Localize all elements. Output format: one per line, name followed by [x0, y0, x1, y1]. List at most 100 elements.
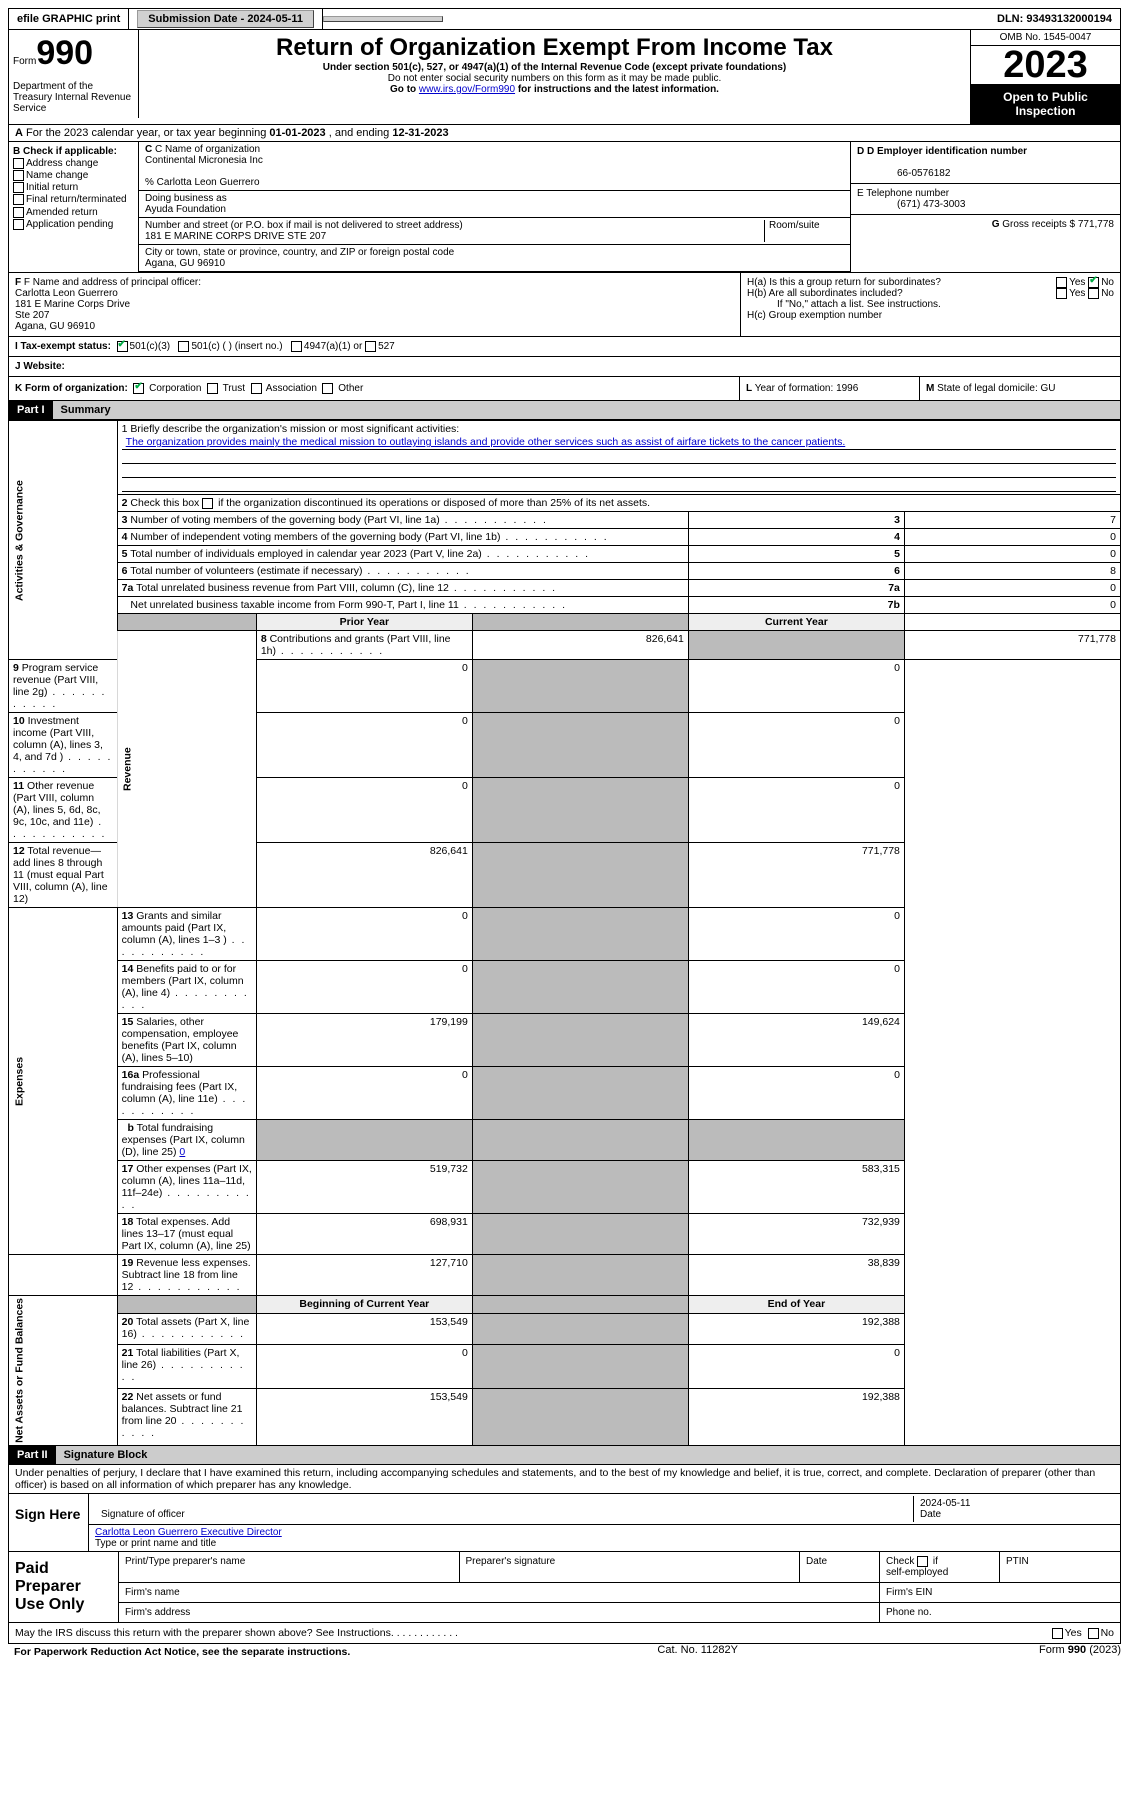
part1-header: Part I Summary: [8, 401, 1121, 420]
l19c: 38,839: [688, 1255, 904, 1296]
l19p: 127,710: [256, 1255, 472, 1296]
ha-no[interactable]: [1088, 277, 1099, 288]
l14c: 0: [688, 961, 904, 1014]
hb-yes[interactable]: [1056, 288, 1067, 299]
officer-row: F F Name and address of principal office…: [8, 273, 1121, 337]
prep-sig-label: Preparer's signature: [460, 1552, 801, 1582]
part1-num: Part I: [9, 401, 53, 419]
line7b-label: Net unrelated business taxable income fr…: [117, 597, 688, 614]
open-public-label: Open to Public Inspection: [971, 84, 1120, 124]
l22b: 153,549: [256, 1389, 472, 1446]
cb-527[interactable]: [365, 341, 376, 352]
cb-501c[interactable]: [178, 341, 189, 352]
cb-4947[interactable]: [291, 341, 302, 352]
cb-trust[interactable]: [207, 383, 218, 394]
line6-label: 6 Total number of volunteers (estimate i…: [117, 563, 688, 580]
section-h: H(a) Is this a group return for subordin…: [740, 273, 1120, 336]
paperwork-notice: For Paperwork Reduction Act Notice, see …: [8, 1644, 356, 1660]
l10p: 0: [256, 713, 472, 778]
col-end: End of Year: [688, 1296, 904, 1314]
org-name: Continental Micronesia Inc: [145, 155, 263, 166]
hc-label: H(c) Group exemption number: [747, 310, 1114, 321]
dln-label: DLN: 93493132000194: [989, 9, 1120, 29]
discuss-row: May the IRS discuss this return with the…: [8, 1623, 1121, 1644]
line7a-val: 0: [904, 580, 1120, 597]
col-prior: Prior Year: [256, 614, 472, 631]
officer-city: Agana, GU 96910: [15, 321, 95, 332]
l13p: 0: [256, 908, 472, 961]
l14p: 0: [256, 961, 472, 1014]
section-b: B Check if applicable: Address change Na…: [9, 142, 139, 272]
blank-button[interactable]: [323, 16, 443, 22]
l15p: 179,199: [256, 1014, 472, 1067]
line10-label: 10 Investment income (Part VIII, column …: [9, 713, 118, 778]
cb-self-employed[interactable]: [917, 1556, 928, 1567]
l18c: 732,939: [688, 1214, 904, 1255]
cb-amended[interactable]: Amended return: [13, 207, 134, 218]
line4-val: 0: [904, 529, 1120, 546]
cb-name-change[interactable]: Name change: [13, 170, 134, 181]
addr-value: 181 E MARINE CORPS DRIVE STE 207: [145, 231, 326, 242]
form-subtitle: Under section 501(c), 527, or 4947(a)(1)…: [147, 62, 962, 73]
line3-val: 7: [904, 512, 1120, 529]
cb-other[interactable]: [322, 383, 333, 394]
officer-addr2: Ste 207: [15, 310, 49, 321]
paid-preparer-block: Paid Preparer Use Only Print/Type prepar…: [8, 1552, 1121, 1623]
submission-date-button[interactable]: Submission Date - 2024-05-11: [137, 10, 314, 28]
l17p: 519,732: [256, 1161, 472, 1214]
page-footer: For Paperwork Reduction Act Notice, see …: [8, 1644, 1121, 1660]
sign-date: 2024-05-11: [920, 1498, 970, 1509]
cb-final-return[interactable]: Final return/terminated: [13, 194, 134, 205]
line5-label: 5 Total number of individuals employed i…: [117, 546, 688, 563]
tax-exempt-label: I Tax-exempt status:: [15, 341, 111, 352]
line19-label: 19 Revenue less expenses. Subtract line …: [117, 1255, 256, 1296]
city-value: Agana, GU 96910: [145, 258, 225, 269]
line15-label: 15 Salaries, other compensation, employe…: [117, 1014, 256, 1067]
goto-prefix: Go to: [390, 84, 419, 95]
vtab-revenue: Revenue: [117, 631, 256, 908]
sign-name-label: Type or print name and title: [95, 1538, 216, 1549]
cb-discontinued[interactable]: [202, 498, 213, 509]
cb-corp[interactable]: [133, 383, 144, 394]
col-begin: Beginning of Current Year: [256, 1296, 472, 1314]
l22e: 192,388: [688, 1389, 904, 1446]
cb-app-pending[interactable]: Application pending: [13, 219, 134, 230]
section-k: K Form of organization: Corporation Trus…: [9, 377, 740, 400]
section-d: D D Employer identification number 66-05…: [851, 142, 1120, 184]
discuss-no[interactable]: [1088, 1628, 1099, 1639]
ha-label: H(a) Is this a group return for subordin…: [747, 277, 941, 288]
website-label: J Website:: [15, 361, 65, 372]
part2-num: Part II: [9, 1446, 56, 1464]
cb-address-change[interactable]: Address change: [13, 158, 134, 169]
form-rev: Form 990 (2023): [1039, 1644, 1121, 1660]
ein-value: 66-0576182: [857, 168, 950, 179]
irs-link[interactable]: www.irs.gov/Form990: [419, 84, 515, 95]
officer-addr1: 181 E Marine Corps Drive: [15, 299, 130, 310]
officer-sig-label: Signature of officer: [101, 1509, 185, 1520]
prep-ptin-label: PTIN: [1000, 1552, 1120, 1582]
line5-val: 0: [904, 546, 1120, 563]
cb-501c3[interactable]: [117, 341, 128, 352]
l17c: 583,315: [688, 1161, 904, 1214]
dba-label: Doing business as: [145, 193, 227, 204]
line14-label: 14 Benefits paid to or for members (Part…: [117, 961, 256, 1014]
cb-assoc[interactable]: [251, 383, 262, 394]
room-label: Room/suite: [769, 220, 820, 231]
l12c: 771,778: [688, 843, 904, 908]
cat-no: Cat. No. 11282Y: [657, 1644, 738, 1660]
discuss-yes[interactable]: [1052, 1628, 1063, 1639]
l9p: 0: [256, 660, 472, 713]
hb-no[interactable]: [1088, 288, 1099, 299]
entity-block: B Check if applicable: Address change Na…: [8, 142, 1121, 273]
ha-yes[interactable]: [1056, 277, 1067, 288]
line3-label: 3 Number of voting members of the govern…: [117, 512, 688, 529]
cb-initial-return[interactable]: Initial return: [13, 182, 134, 193]
firm-addr-label: Firm's address: [119, 1603, 880, 1622]
line22-label: 22 Net assets or fund balances. Subtract…: [117, 1389, 256, 1446]
section-e: E Telephone number (671) 473-3003: [851, 184, 1120, 215]
perjury-statement: Under penalties of perjury, I declare th…: [8, 1465, 1121, 1494]
l8c: 771,778: [904, 631, 1120, 660]
right-column: D D Employer identification number 66-05…: [850, 142, 1120, 272]
summary-table: Activities & Governance 1 Briefly descri…: [8, 420, 1121, 1446]
ein-label: D Employer identification number: [867, 146, 1027, 157]
